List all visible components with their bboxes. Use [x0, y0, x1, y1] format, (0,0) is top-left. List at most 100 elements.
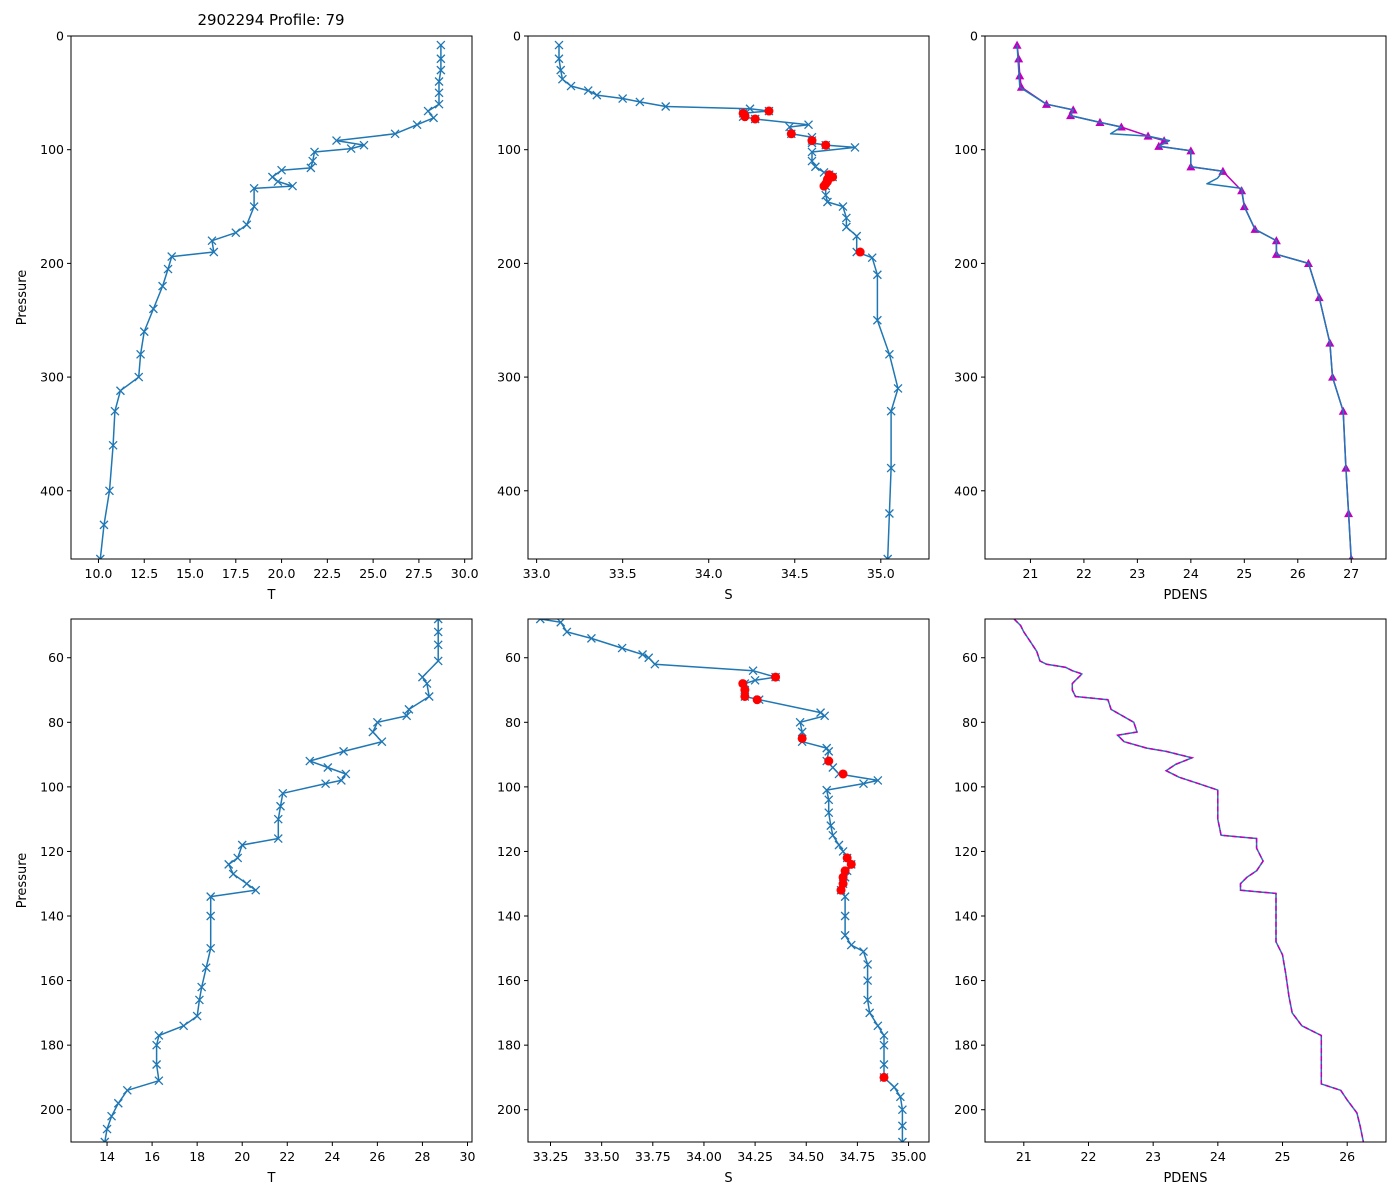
- x-tick-label: 34.5: [781, 566, 809, 581]
- flagged-point: [740, 691, 750, 701]
- x-marker: [237, 840, 247, 850]
- y-tick-label: 0: [970, 29, 978, 44]
- x-marker: [228, 869, 238, 879]
- x-marker: [273, 814, 283, 824]
- x-axis-label: T: [267, 1171, 276, 1186]
- x-marker: [822, 785, 832, 795]
- x-marker: [797, 727, 807, 737]
- panel-bottom-left: 14 16 18 20 22 24 26 28 30 60 80 100 120 140 160 180 200…: [15, 618, 475, 1186]
- x-marker: [865, 1008, 875, 1018]
- x-marker: [807, 147, 817, 157]
- x-marker: [897, 1121, 907, 1131]
- x-marker: [194, 995, 204, 1005]
- x-tick-label: 25.0: [359, 566, 387, 581]
- x-marker: [308, 156, 318, 166]
- x-marker: [867, 253, 877, 263]
- x-marker: [617, 643, 627, 653]
- x-marker: [148, 304, 158, 314]
- y-tick-label: 400: [954, 483, 978, 498]
- x-marker: [554, 40, 564, 50]
- x-marker: [592, 90, 602, 100]
- x-marker: [278, 788, 288, 798]
- x-tick-label: 12.5: [130, 566, 158, 581]
- x-marker: [650, 659, 660, 669]
- x-marker: [233, 853, 243, 863]
- x-marker: [339, 746, 349, 756]
- flagged-point: [838, 769, 848, 779]
- x-marker: [872, 315, 882, 325]
- y-tick-label: 100: [497, 779, 521, 794]
- x-marker: [834, 840, 844, 850]
- y-tick-label: 0: [56, 29, 64, 44]
- x-marker: [850, 142, 860, 152]
- flagged-point: [821, 140, 831, 150]
- x-marker: [895, 1092, 905, 1102]
- x-marker: [139, 327, 149, 337]
- x-marker: [276, 801, 285, 811]
- y-tick-label: 140: [497, 909, 521, 924]
- x-marker: [273, 177, 283, 186]
- x-tick-label: 23: [1145, 1149, 1161, 1164]
- x-tick-label: 33.25: [533, 1149, 569, 1164]
- y-tick-label: 60: [48, 650, 64, 665]
- flagged-point: [838, 872, 848, 882]
- y-tick-label: 60: [962, 650, 978, 665]
- x-marker: [242, 220, 252, 230]
- x-marker: [889, 1082, 899, 1092]
- x-marker: [433, 640, 443, 650]
- x-marker: [306, 163, 316, 173]
- y-tick-label: 400: [40, 483, 64, 498]
- x-marker: [346, 144, 356, 154]
- x-marker: [824, 808, 834, 818]
- flagged-point: [771, 672, 781, 682]
- y-tick-label: 180: [954, 1038, 978, 1053]
- y-axis-label: Pressure: [15, 270, 30, 326]
- x-marker: [863, 995, 873, 1005]
- x-marker: [556, 65, 566, 75]
- series-pdens: [1016, 45, 1352, 559]
- x-tick-label: 22: [1076, 566, 1092, 581]
- x-marker: [231, 228, 241, 238]
- x-marker: [838, 202, 848, 212]
- plot-area: [100, 619, 443, 1142]
- x-marker: [884, 349, 894, 359]
- x-tick-label: 21: [1022, 566, 1038, 581]
- x-tick-label: 21: [1016, 1149, 1032, 1164]
- x-marker: [879, 1040, 889, 1050]
- y-axis-label: Pressure: [15, 853, 30, 909]
- x-marker: [638, 650, 648, 659]
- x-marker: [562, 627, 572, 637]
- x-tick-label: 33.50: [584, 1149, 620, 1164]
- y-tick-label: 200: [40, 256, 64, 271]
- y-tick-label: 100: [40, 779, 64, 794]
- panel-top-left: 10.0 12.5 15.0 17.5 20.0 22.5 25.0 27.5 30.0 0 100…: [15, 29, 479, 604]
- x-tick-label: 22.5: [313, 566, 341, 581]
- panel-bottom-right: 21 22 23 24 25 26 60 80 100 120 140 160 180 200 PDENS: [954, 618, 1387, 1186]
- x-marker: [104, 486, 114, 496]
- x-marker: [206, 911, 216, 921]
- y-tick-label: 120: [497, 844, 521, 859]
- x-tick-label: 33.5: [609, 566, 637, 581]
- x-tick-label: 28: [414, 1149, 430, 1164]
- plot-area: [535, 619, 907, 1142]
- x-marker: [404, 704, 414, 714]
- x-marker: [154, 1031, 164, 1040]
- x-marker: [115, 386, 125, 396]
- x-marker: [107, 1111, 117, 1121]
- x-marker: [201, 963, 211, 973]
- x-marker: [893, 383, 903, 393]
- x-marker: [113, 1098, 123, 1108]
- x-tick-label: 34.0: [695, 566, 723, 581]
- x-marker: [390, 129, 400, 139]
- x-marker: [872, 270, 882, 280]
- x-tick-label: 10.0: [85, 566, 113, 581]
- x-axis-label: S: [724, 1171, 732, 1186]
- x-marker: [586, 633, 596, 643]
- x-tick-label: 22: [1081, 1149, 1097, 1164]
- x-marker: [807, 156, 817, 166]
- flagged-point: [764, 106, 774, 116]
- x-marker: [828, 830, 838, 840]
- flagged-point: [750, 114, 760, 124]
- flagged-point: [786, 129, 796, 139]
- series-pdens: [1013, 619, 1365, 1142]
